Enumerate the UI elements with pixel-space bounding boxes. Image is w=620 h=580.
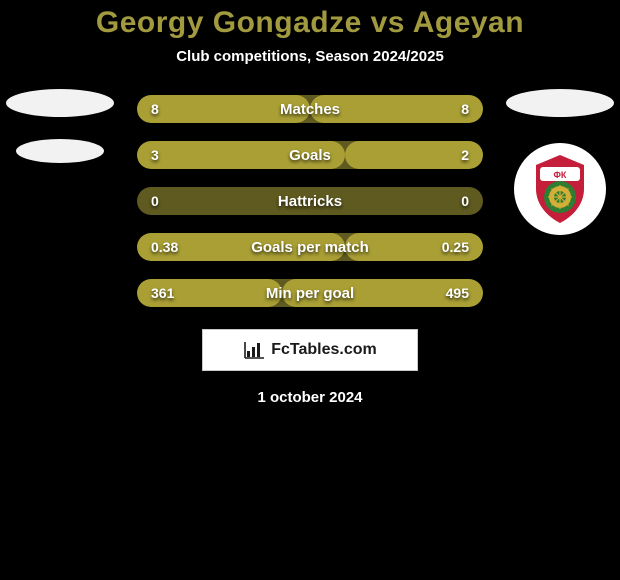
brand-text: FcTables.com (271, 341, 377, 359)
page-title: Georgy Gongadze vs Ageyan (0, 6, 620, 40)
date-label: 1 october 2024 (257, 389, 362, 406)
stat-bar: 361495Min per goal (137, 279, 483, 307)
stat-label: Min per goal (137, 279, 483, 307)
player-placeholder-icon (6, 89, 114, 117)
stats-stage: ΦК 88Matches32Goals00Hattricks0.380.25 (0, 95, 620, 307)
stat-label: Matches (137, 95, 483, 123)
player-placeholder-icon (506, 89, 614, 117)
stat-bar: 88Matches (137, 95, 483, 123)
brand-logo[interactable]: FcTables.com (202, 329, 418, 371)
page-subtitle: Club competitions, Season 2024/2025 (0, 48, 620, 65)
right-badges: ΦК (506, 89, 614, 235)
stat-label: Hattricks (137, 187, 483, 215)
stat-label: Goals per match (137, 233, 483, 261)
bar-chart-icon (243, 341, 265, 359)
club-crest: ΦК (514, 143, 606, 235)
stat-bar: 0.380.25Goals per match (137, 233, 483, 261)
stat-bar: 32Goals (137, 141, 483, 169)
left-badges (6, 89, 114, 235)
club-crest-icon: ΦК (524, 153, 596, 225)
stat-label: Goals (137, 141, 483, 169)
footer: FcTables.com 1 october 2024 (0, 329, 620, 406)
comparison-card: Georgy Gongadze vs Ageyan Club competiti… (0, 0, 620, 406)
stat-bars: 88Matches 32Goals 00Hattricks 0.380.25Goals… (137, 95, 483, 307)
svg-text:ΦК: ΦК (554, 170, 567, 180)
club-placeholder-icon (16, 139, 104, 163)
stat-bar: 00Hattricks (137, 187, 483, 215)
